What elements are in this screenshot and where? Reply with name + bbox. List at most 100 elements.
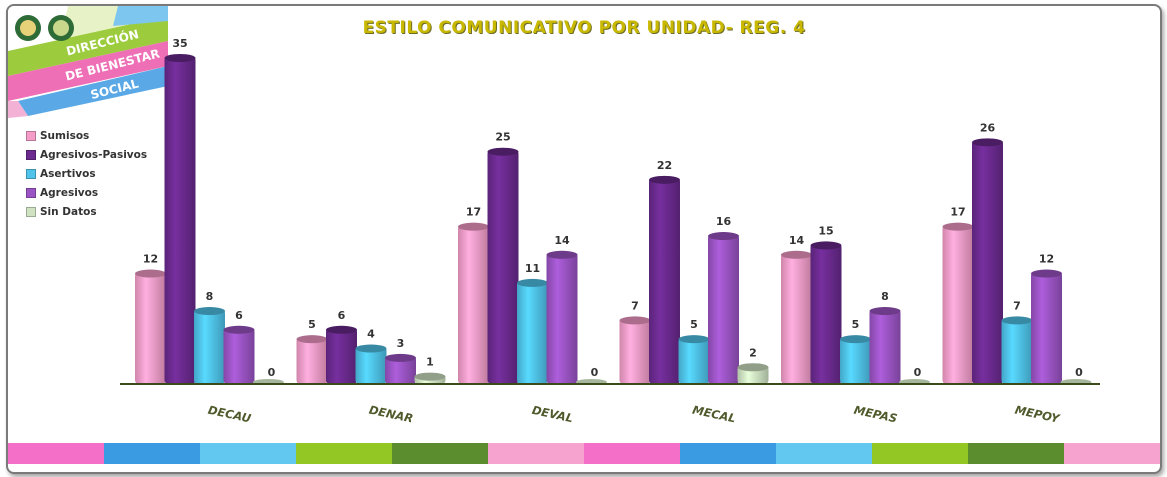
legend-swatch [26, 130, 36, 141]
data-label: 16 [716, 215, 732, 228]
bar-cap [619, 316, 651, 325]
data-label: 22 [657, 159, 672, 172]
data-label: 15 [818, 224, 833, 237]
data-label: 14 [554, 234, 570, 247]
bar-cap [326, 325, 357, 334]
data-label: 35 [172, 37, 187, 50]
strip-segment [872, 443, 968, 464]
data-label: 0 [1075, 366, 1083, 379]
bar-cap [546, 250, 578, 259]
bar-cap [164, 54, 196, 62]
strip-segment [488, 443, 584, 464]
strip-segment [1064, 443, 1160, 464]
bar-cap [869, 307, 901, 316]
legend-label: Asertivos [40, 167, 96, 180]
bar [487, 149, 519, 384]
chart-title: ESTILO COMUNICATIVO POR UNIDAD- REG. 4 [362, 18, 806, 38]
data-label: 4 [367, 328, 375, 341]
bar [942, 224, 974, 384]
bar [517, 280, 548, 384]
bar [619, 318, 651, 384]
bar-cap [1001, 316, 1033, 325]
strip-segment [8, 443, 104, 464]
data-label: 5 [852, 318, 860, 331]
bar [458, 224, 489, 384]
legend-label: Sin Datos [40, 205, 97, 218]
bar-cap [737, 363, 769, 372]
strip-segment [200, 443, 296, 464]
legend-item: Agresivos-Pasivos [26, 145, 147, 164]
bar [708, 234, 739, 384]
legend: Sumisos Agresivos-Pasivos Asertivos Agresiv… [26, 126, 147, 221]
bar-cap [678, 335, 710, 344]
bar-cap [385, 353, 416, 362]
data-label: 7 [631, 299, 639, 312]
bar-cap [487, 147, 519, 156]
legend-swatch [26, 168, 36, 179]
bar-cap [840, 335, 871, 344]
category-label: DEVAL [531, 403, 575, 425]
bar [546, 252, 578, 384]
bar [678, 337, 710, 384]
data-label: 8 [206, 290, 214, 303]
bar [296, 337, 328, 384]
category-label: MECAL [691, 403, 737, 426]
legend-swatch [26, 206, 36, 217]
strip-segment [584, 443, 680, 464]
bar-cap [649, 175, 680, 184]
category-label: DECAU [207, 403, 253, 426]
bar-cap [810, 241, 842, 250]
bar-cap [781, 250, 812, 259]
strip-segment [776, 443, 872, 464]
bar [972, 140, 1003, 384]
bar-cap [1031, 269, 1062, 278]
data-label: 17 [950, 206, 965, 219]
strip-segment [392, 443, 488, 464]
bar-cap [194, 307, 225, 316]
data-label: 1 [426, 356, 434, 369]
bar [326, 327, 357, 384]
bar-cap [223, 325, 255, 334]
data-label: 25 [495, 131, 510, 144]
data-label: 0 [914, 366, 922, 379]
data-label: 7 [1013, 299, 1021, 312]
bar-cap [517, 278, 548, 287]
chart-plot: 1235860DECAU56431DENAR172511140DEVAL7225… [120, 37, 1100, 426]
strip-segment [104, 443, 200, 464]
data-label: 3 [397, 337, 405, 350]
bar [194, 309, 225, 384]
data-label: 5 [690, 318, 698, 331]
bar-cap [708, 232, 739, 241]
bar-cap [296, 335, 328, 344]
bar [869, 309, 901, 384]
data-label: 12 [143, 253, 158, 266]
bar-cap [972, 138, 1003, 147]
bar [385, 355, 416, 384]
bar [649, 177, 680, 384]
bar [810, 243, 842, 384]
bar-cap [458, 222, 489, 231]
strip-segment [296, 443, 392, 464]
legend-label: Sumisos [40, 129, 90, 142]
data-label: 14 [789, 234, 805, 247]
bar [164, 56, 196, 384]
bar-cap [414, 372, 446, 381]
bar [840, 337, 871, 384]
category-label: MEPOY [1014, 403, 1063, 426]
bar [355, 346, 387, 384]
legend-swatch [26, 149, 36, 160]
data-label: 17 [466, 206, 481, 219]
bar [223, 327, 255, 384]
category-label: DENAR [368, 403, 415, 426]
bar [1001, 318, 1033, 384]
data-label: 11 [525, 262, 540, 275]
data-label: 26 [980, 121, 996, 134]
data-label: 6 [338, 309, 346, 322]
data-label: 2 [749, 346, 757, 359]
legend-swatch [26, 187, 36, 198]
legend-label: Agresivos-Pasivos [40, 148, 148, 161]
data-label: 0 [591, 366, 599, 379]
data-label: 0 [268, 366, 276, 379]
bar-cap [355, 344, 387, 353]
bar-cap [942, 222, 974, 231]
